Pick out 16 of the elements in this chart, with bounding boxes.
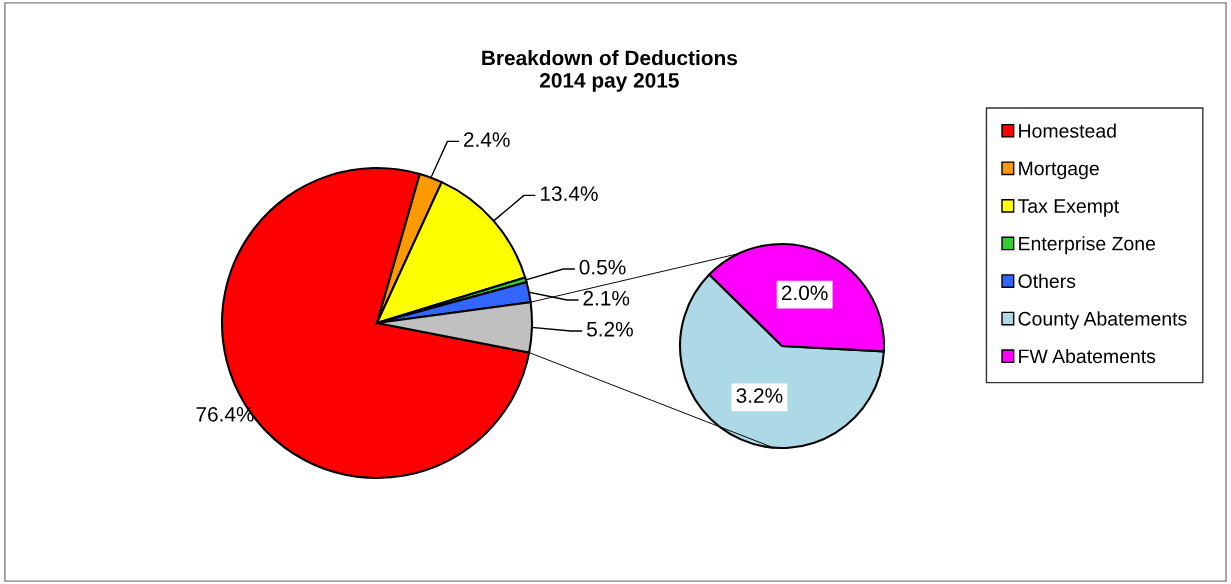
data-label: 2.0%	[781, 285, 828, 301]
data-label: 5.2%	[587, 321, 633, 337]
legend-label: Homestead	[1019, 123, 1116, 138]
data-label: 76.4%	[196, 406, 254, 422]
data-label: 3.2%	[736, 388, 783, 403]
data-label: 13.4%	[541, 186, 598, 201]
chart-title: Breakdown of Deductions 2014 pay 2015	[482, 50, 737, 92]
data-label: 2.4%	[463, 132, 510, 147]
legend-label: Tax Exempt	[1018, 199, 1119, 217]
legend-label: Others	[1018, 273, 1076, 289]
legend-label: Mortgage	[1019, 161, 1099, 180]
data-label: 0.5%	[579, 259, 626, 275]
legend-label: Enterprise Zone	[1019, 236, 1156, 255]
legend-label: FW Abatements	[1019, 348, 1156, 364]
legend-label: County Abatements	[1018, 311, 1187, 330]
data-label: 2.1%	[583, 290, 630, 306]
